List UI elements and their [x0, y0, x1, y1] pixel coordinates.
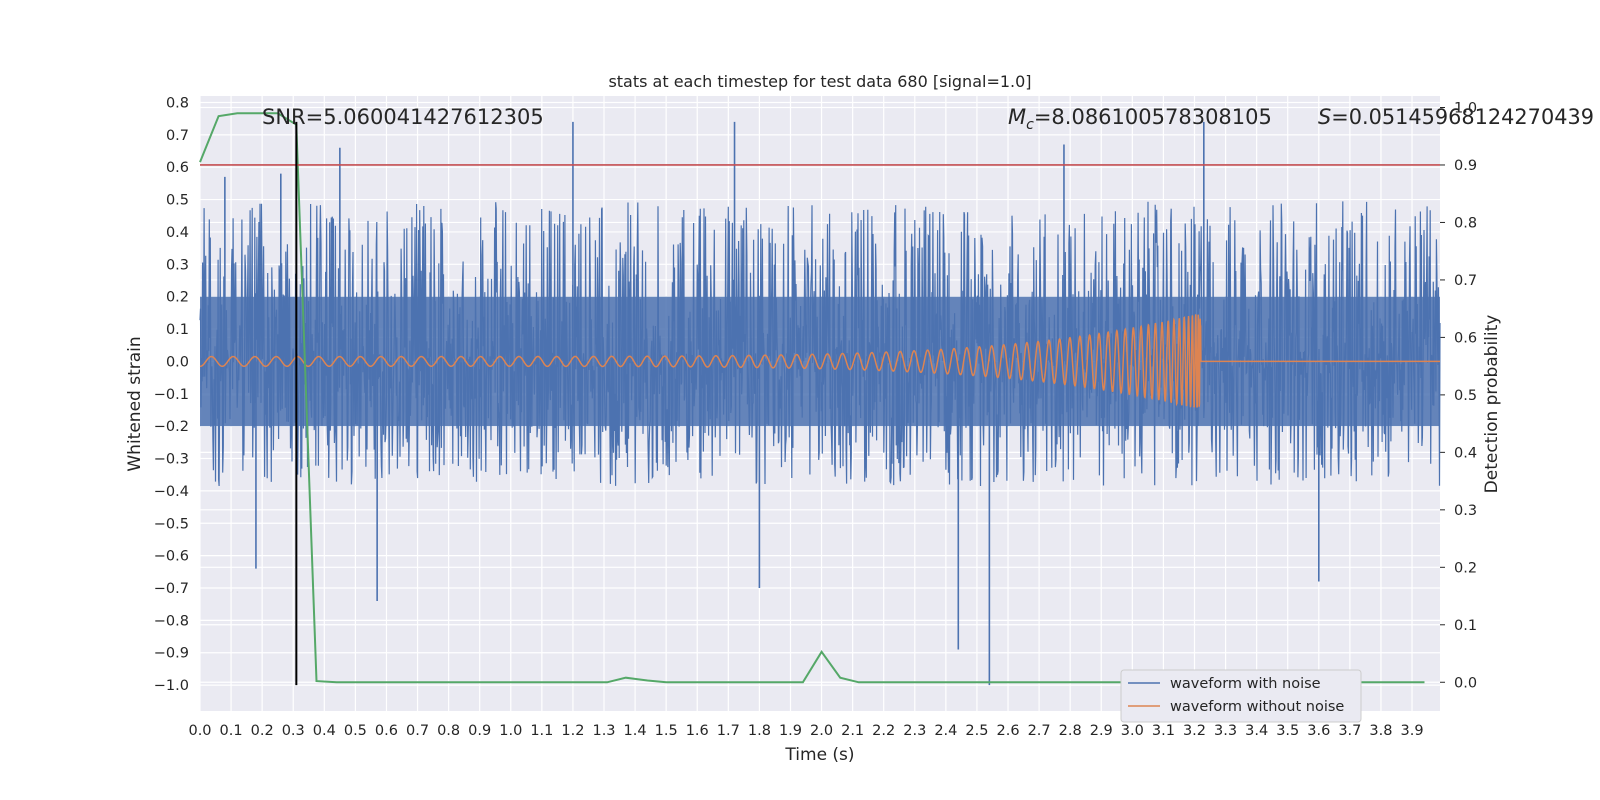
y-tick-label: −0.8	[154, 613, 189, 629]
x-tick-label: 1.1	[530, 723, 553, 739]
y-right-tick-label: 0.6	[1454, 330, 1477, 346]
x-tick-label: 0.5	[344, 723, 367, 739]
y-tick-label: −0.5	[154, 516, 189, 532]
y-tick-labels: 0.8 0.7 0.6 0.5 0.4 0.3 0.2 0.1 0.0 −0.1 −0.2 −0.3 −…	[154, 95, 189, 694]
x-tick-label: 0.8	[437, 723, 460, 739]
y-right-axis-label: Detection probability	[1482, 315, 1502, 494]
x-axis-label: Time (s)	[784, 745, 854, 765]
y-tick-label: −0.4	[154, 484, 189, 500]
y-right-tick-label: 0.0	[1454, 675, 1477, 691]
legend-label-clean: waveform without noise	[1170, 699, 1344, 715]
x-tick-label: 1.0	[499, 723, 522, 739]
x-tick-label: 3.3	[1214, 723, 1237, 739]
x-tick-label: 0.4	[313, 723, 336, 739]
x-tick-label: 3.9	[1400, 723, 1423, 739]
x-tick-label: 0.2	[251, 723, 274, 739]
y-tick-label: −0.9	[154, 646, 189, 662]
y-tick-label: 0.6	[166, 160, 189, 176]
y-tick-label: 0.3	[166, 257, 189, 273]
x-tick-label: 0.9	[468, 723, 491, 739]
y-right-tick-label: 0.1	[1454, 618, 1477, 634]
y-tick-label: 0.0	[166, 354, 189, 370]
y-tick-label: 0.7	[166, 128, 189, 144]
chart-title: stats at each timestep for test data 680…	[608, 72, 1031, 91]
x-tick-label: 2.3	[903, 723, 926, 739]
x-tick-label: 2.6	[996, 723, 1019, 739]
mc-annotation: Mc=8.086100578308105	[1008, 105, 1272, 133]
x-tick-label: 1.8	[748, 723, 771, 739]
x-tick-label: 3.5	[1276, 723, 1299, 739]
snr-annotation: SNR=5.060041427612305	[262, 105, 544, 129]
series-detection-probability	[199, 112, 1425, 684]
legend: waveform with noise waveform without noi…	[1120, 669, 1362, 723]
y-right-tick-label: 0.4	[1454, 445, 1477, 461]
y-tick-label: 0.4	[166, 225, 189, 241]
x-tick-label: 2.5	[965, 723, 988, 739]
x-tick-label: 3.0	[1121, 723, 1144, 739]
x-tick-label: 2.8	[1059, 723, 1082, 739]
y-right-tick-label: 0.7	[1454, 273, 1477, 289]
legend-label-noise: waveform with noise	[1170, 676, 1321, 692]
y-axis-label: Whitened strain	[125, 336, 145, 471]
x-tick-label: 1.2	[561, 723, 584, 739]
y-tick-label: −0.1	[154, 387, 189, 403]
x-tick-label: 3.8	[1369, 723, 1392, 739]
chirp-trace	[199, 314, 1440, 408]
y-right-tick-label: 0.5	[1454, 388, 1477, 404]
y-tick-label: −0.3	[154, 452, 189, 468]
y-right-tick-label: 0.8	[1454, 215, 1477, 231]
y-tick-label: −0.6	[154, 549, 189, 565]
x-tick-label: 0.7	[406, 723, 429, 739]
x-tick-label: 1.7	[717, 723, 740, 739]
x-tick-label: 0.6	[375, 723, 398, 739]
x-tick-label: 2.9	[1090, 723, 1113, 739]
y-tick-label: 0.8	[166, 95, 189, 111]
x-tick-label: 1.4	[624, 723, 647, 739]
y-right-tick-label: 1.0	[1454, 100, 1477, 116]
legend-box	[1120, 669, 1362, 723]
y-tick-label: −0.7	[154, 581, 189, 597]
x-tick-label: 1.9	[779, 723, 802, 739]
x-tick-label: 3.1	[1152, 723, 1175, 739]
x-tick-label: 0.0	[188, 723, 211, 739]
y-right-tick-labels: 1.0 0.9 0.8 0.7 0.6 0.5 0.4 0.3 0.2 0.1 0.0	[1440, 100, 1477, 691]
x-tick-label: 1.6	[686, 723, 709, 739]
y-right-tick-label: 0.9	[1454, 158, 1477, 174]
y-right-tick-label: 0.3	[1454, 503, 1477, 519]
y-tick-label: 0.1	[166, 322, 189, 338]
y-tick-label: 0.5	[166, 193, 189, 209]
x-tick-label: 2.7	[1028, 723, 1051, 739]
x-tick-label: 1.5	[655, 723, 678, 739]
x-tick-label: 0.1	[220, 723, 243, 739]
reference-lines	[200, 121, 1440, 686]
x-tick-labels: 0.0 0.1 0.2 0.3 0.4 0.5 0.6 0.7 0.8 0.9 1.0 1.1 1.2 1…	[188, 723, 1423, 739]
x-tick-label: 3.6	[1307, 723, 1330, 739]
y-tick-label: −0.2	[154, 419, 189, 435]
s-annotation: S=0.05145968124270439	[1318, 105, 1594, 129]
y-tick-label: −1.0	[154, 678, 189, 694]
x-tick-label: 2.1	[841, 723, 864, 739]
x-tick-label: 2.4	[934, 723, 957, 739]
x-tick-label: 2.2	[872, 723, 895, 739]
y-tick-label: 0.2	[166, 290, 189, 306]
x-tick-label: 3.7	[1338, 723, 1361, 739]
y-right-tick-label: 0.2	[1454, 560, 1477, 576]
series-waveform-without-noise	[199, 314, 1440, 408]
x-tick-label: 3.4	[1245, 723, 1268, 739]
probability-line	[199, 112, 1425, 684]
x-tick-label: 2.0	[810, 723, 833, 739]
x-tick-label: 1.3	[592, 723, 615, 739]
x-tick-label: 0.3	[282, 723, 305, 739]
x-tick-label: 3.2	[1183, 723, 1206, 739]
